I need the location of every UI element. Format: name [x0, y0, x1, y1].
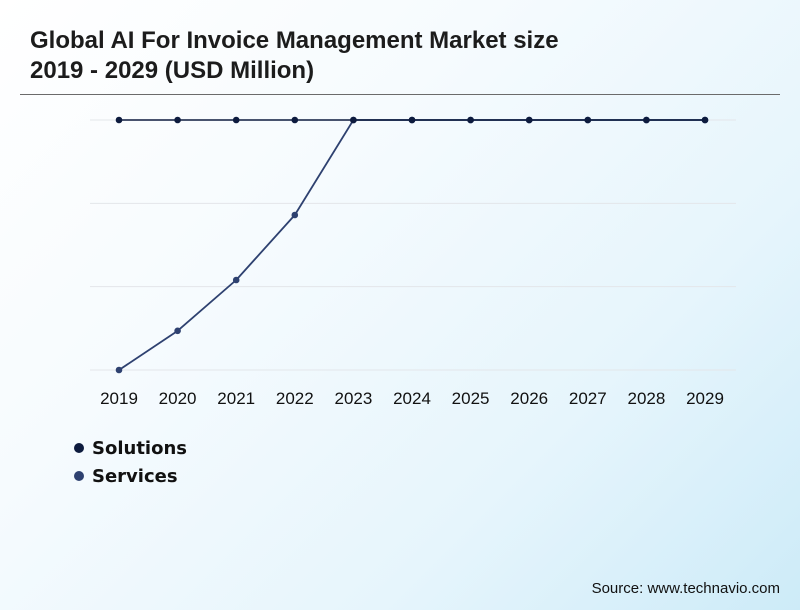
x-tick-label: 2020 [159, 389, 197, 408]
data-point-solutions [701, 116, 709, 124]
data-point-solutions [408, 116, 416, 124]
chart-title: Global AI For Invoice Management Market … [30, 26, 770, 86]
legend-marker-solutions [74, 443, 84, 453]
legend-label-solutions: Solutions [92, 437, 187, 459]
source-credit: Source: www.technavio.com [591, 580, 780, 597]
chart-title-line-2: 2019 - 2029 (USD Million) [30, 57, 315, 84]
x-tick-label: 2022 [276, 389, 314, 408]
legend-marker-services [74, 471, 84, 481]
data-point-solutions [584, 116, 592, 124]
x-tick-label: 2026 [510, 389, 548, 408]
data-point-solutions [467, 116, 474, 124]
legend: Solutions Services [74, 434, 187, 490]
x-tick-label: 2019 [100, 389, 138, 408]
x-tick-label: 2027 [569, 389, 607, 408]
data-point-solutions [525, 116, 533, 124]
legend-item-solutions[interactable]: Solutions [74, 434, 187, 462]
x-tick-label: 2024 [393, 389, 431, 408]
legend-label-services: Services [92, 465, 178, 487]
x-tick-label: 2029 [686, 389, 724, 408]
chart-title-line-1: Global AI For Invoice Management Market … [30, 27, 559, 54]
data-point-solutions [291, 116, 299, 124]
data-point-services [115, 366, 123, 374]
data-point-solutions [174, 116, 181, 124]
data-point-services [174, 327, 181, 335]
x-tick-label: 2021 [217, 389, 255, 408]
data-point-solutions [115, 116, 123, 124]
legend-item-services[interactable]: Services [74, 462, 187, 490]
title-divider [20, 94, 780, 95]
data-point-solutions [232, 116, 240, 124]
data-point-services [291, 211, 299, 219]
x-tick-label: 2028 [627, 389, 665, 408]
series-line-services [118, 119, 705, 371]
x-tick-label: 2025 [452, 389, 490, 408]
x-tick-label: 2023 [334, 389, 372, 408]
data-point-services [232, 276, 240, 284]
data-point-solutions [643, 116, 650, 124]
data-point-solutions [350, 116, 357, 124]
